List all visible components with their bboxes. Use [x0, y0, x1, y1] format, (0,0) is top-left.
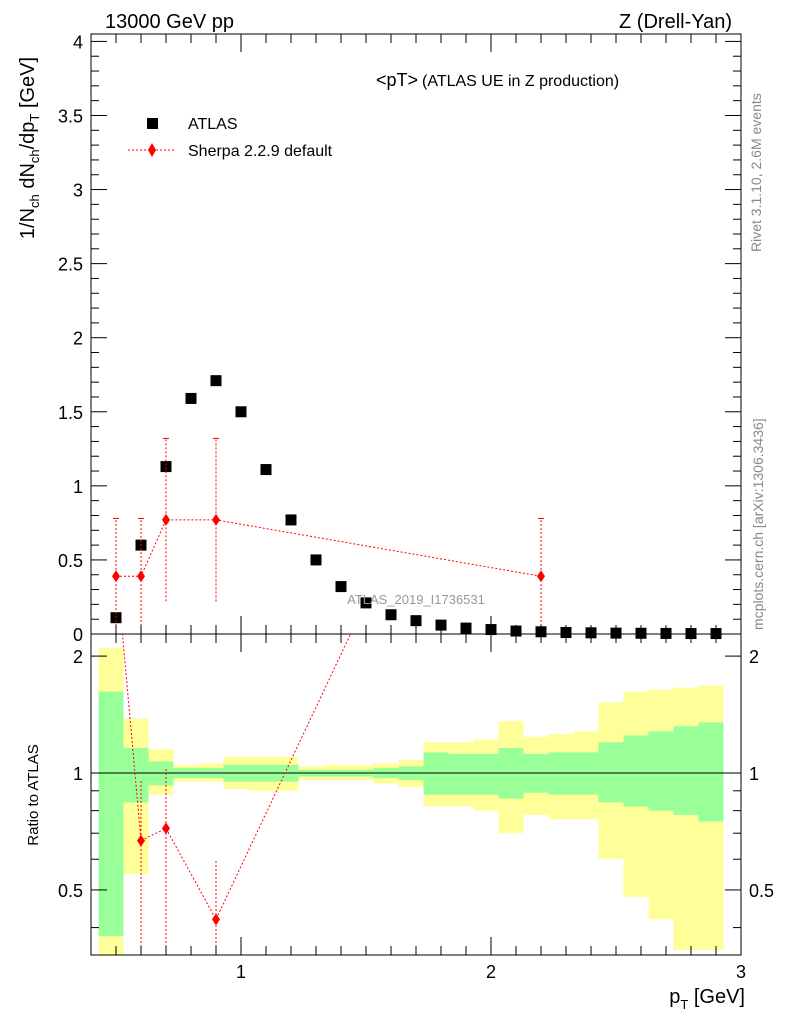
- x-tick-label: 1: [236, 962, 246, 982]
- legend-atlas-marker: [147, 118, 158, 129]
- atlas-point: [235, 406, 247, 418]
- analysis-watermark: ATLAS_2019_I1736531: [347, 592, 485, 607]
- plot-subtitle: (ATLAS UE in Z production): [422, 73, 619, 90]
- legend-sherpa-label: Sherpa 2.2.9 default: [188, 143, 333, 160]
- atlas-point: [160, 461, 172, 473]
- y-tick-label: 1: [73, 477, 83, 497]
- ratio-tick-label-right: 2: [749, 647, 759, 667]
- atlas-point: [185, 392, 197, 404]
- y-tick-label: 2.5: [58, 255, 83, 275]
- header-right: Z (Drell-Yan): [619, 11, 732, 33]
- legend: ATLAS Sherpa 2.2.9 default: [128, 116, 333, 160]
- band-green: [473, 753, 499, 795]
- band-green: [623, 735, 649, 807]
- y-tick-label: 3: [73, 181, 83, 201]
- band-green: [98, 691, 124, 937]
- sherpa-point: [137, 570, 145, 583]
- sherpa-ratio-point: [212, 913, 220, 926]
- sherpa-ratio-point: [137, 834, 145, 847]
- atlas-point: [410, 615, 422, 627]
- ratio-tick-label-left: 1: [73, 764, 83, 784]
- rivet-info: Rivet 3.1.10, 2.6M events: [748, 93, 764, 252]
- band-green: [673, 726, 699, 815]
- y-tick-label: 1.5: [58, 403, 83, 423]
- atlas-point: [210, 375, 222, 387]
- ratio-tick-label-left: 2: [73, 647, 83, 667]
- atlas-point: [385, 609, 397, 621]
- sherpa-point: [112, 570, 120, 583]
- plot-title: <pT>: [376, 70, 418, 90]
- band-green: [448, 753, 474, 795]
- x-axis-label: pT [GeV]: [669, 986, 745, 1012]
- ratio-tick-label-left: 0.5: [58, 881, 83, 901]
- y-axis-label: 1/Nch dNch/dpT [GeV]: [17, 57, 42, 239]
- atlas-point: [285, 514, 297, 526]
- y-tick-label: 0: [73, 625, 83, 645]
- ratio-tick-label-right: 1: [749, 764, 759, 784]
- sherpa-ratio-point: [162, 822, 170, 835]
- x-tick-label: 3: [736, 962, 746, 982]
- sherpa-point: [162, 513, 170, 526]
- axis-tick-labels: 0 0.5 1 1.5 2 2.5 3 3.5 4 1 2 3 0.5 0.5 1 1 2 2: [58, 32, 774, 982]
- sherpa-ratio-line: [121, 634, 352, 921]
- x-tick-label: 2: [486, 962, 496, 982]
- legend-atlas-label: ATLAS: [188, 116, 238, 133]
- atlas-point: [360, 597, 372, 609]
- atlas-point: [310, 554, 322, 566]
- band-green: [598, 742, 624, 803]
- band-green: [123, 747, 149, 803]
- sherpa-ratio-series: [121, 634, 352, 955]
- ratio-tick-label-right: 0.5: [749, 881, 774, 901]
- y-tick-label: 0.5: [58, 551, 83, 571]
- atlas-point: [335, 581, 347, 593]
- ratio-y-axis-label: Ratio to ATLAS: [25, 744, 42, 845]
- y-tick-label: 4: [73, 32, 83, 52]
- band-green: [648, 731, 674, 811]
- mcplots-info: mcplots.cern.ch [arXiv:1306.3436]: [750, 418, 766, 630]
- y-tick-label: 3.5: [58, 106, 83, 126]
- ratio-uncertainty-bands: [98, 647, 724, 955]
- atlas-point: [260, 464, 272, 476]
- axis-ticks: [90, 34, 742, 955]
- legend-sherpa-marker: [148, 143, 156, 157]
- sherpa-point: [212, 513, 220, 526]
- sherpa-point: [537, 570, 545, 583]
- y-tick-label: 2: [73, 329, 83, 349]
- sherpa-line: [116, 519, 542, 577]
- band-green: [698, 722, 724, 822]
- header-left: 13000 GeV pp: [105, 11, 234, 33]
